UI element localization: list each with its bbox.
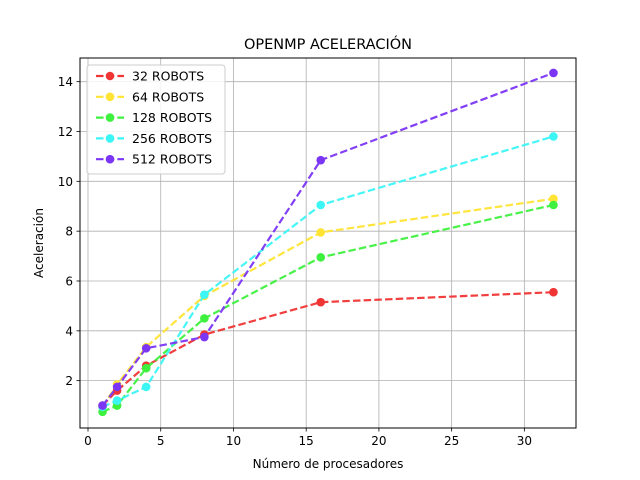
y-tick-label: 4 — [65, 324, 73, 338]
legend-item: 32 ROBOTS — [96, 69, 204, 84]
data-point — [112, 396, 122, 405]
x-tick-label: 30 — [517, 434, 532, 448]
data-point — [549, 200, 558, 210]
x-tick-label: 20 — [371, 434, 386, 448]
legend-item: 128 ROBOTS — [96, 110, 212, 125]
y-tick-label: 10 — [58, 175, 73, 189]
data-point — [549, 132, 558, 141]
data-point — [549, 194, 558, 204]
data-point — [200, 314, 209, 323]
data-point — [112, 382, 122, 392]
series-layer — [98, 68, 558, 417]
chart-title: OPENMP ACELERACIÓN — [244, 35, 412, 53]
series-512-robots — [98, 68, 558, 410]
legend-item: 256 ROBOTS — [96, 131, 212, 146]
x-tick-label: 10 — [226, 434, 241, 448]
legend-label: 32 ROBOTS — [132, 69, 204, 84]
legend-item: 64 ROBOTS — [96, 89, 204, 104]
legend-label: 64 ROBOTS — [132, 89, 204, 104]
data-point — [141, 363, 151, 373]
y-tick-label: 14 — [58, 75, 73, 89]
data-point — [316, 155, 326, 165]
legend-label: 512 ROBOTS — [132, 152, 212, 167]
legend-marker — [105, 154, 115, 164]
y-tick-label: 2 — [65, 374, 73, 388]
data-point — [549, 68, 558, 78]
legend: 32 ROBOTS 64 ROBOTS 128 ROBOTS 256 ROBOTS 51… — [86, 64, 226, 175]
legend-marker — [105, 71, 115, 81]
y-tick-label: 8 — [65, 225, 73, 239]
legend-box — [86, 64, 226, 175]
data-point — [316, 228, 326, 237]
data-point — [141, 343, 151, 353]
x-tick-label: 0 — [84, 434, 92, 448]
plot-frame — [79, 57, 577, 429]
y-axis-label: Aceleración — [32, 208, 46, 278]
data-point — [316, 297, 326, 307]
legend-marker — [105, 134, 115, 143]
y-tick-label: 12 — [58, 125, 73, 139]
data-point — [200, 290, 209, 300]
data-point — [316, 253, 326, 262]
x-tick-label: 5 — [157, 434, 165, 448]
series-line — [101, 71, 554, 407]
data-point — [200, 332, 209, 342]
x-tick-label: 25 — [444, 434, 459, 448]
legend-marker — [105, 92, 115, 102]
data-point — [549, 287, 558, 297]
ticks: 0 5 10 15 20 25 30 2 4 6 8 10 12 14 — [58, 75, 532, 448]
y-tick-label: 6 — [65, 274, 73, 288]
x-tick-label: 15 — [299, 434, 314, 448]
data-point — [98, 401, 107, 410]
legend-item: 512 ROBOTS — [96, 152, 212, 167]
x-axis-label: Número de procesadores — [253, 457, 404, 471]
legend-label: 128 ROBOTS — [132, 110, 212, 125]
legend-marker — [105, 113, 115, 122]
data-point — [141, 382, 151, 392]
legend-label: 256 ROBOTS — [132, 131, 212, 146]
data-point — [316, 200, 326, 210]
